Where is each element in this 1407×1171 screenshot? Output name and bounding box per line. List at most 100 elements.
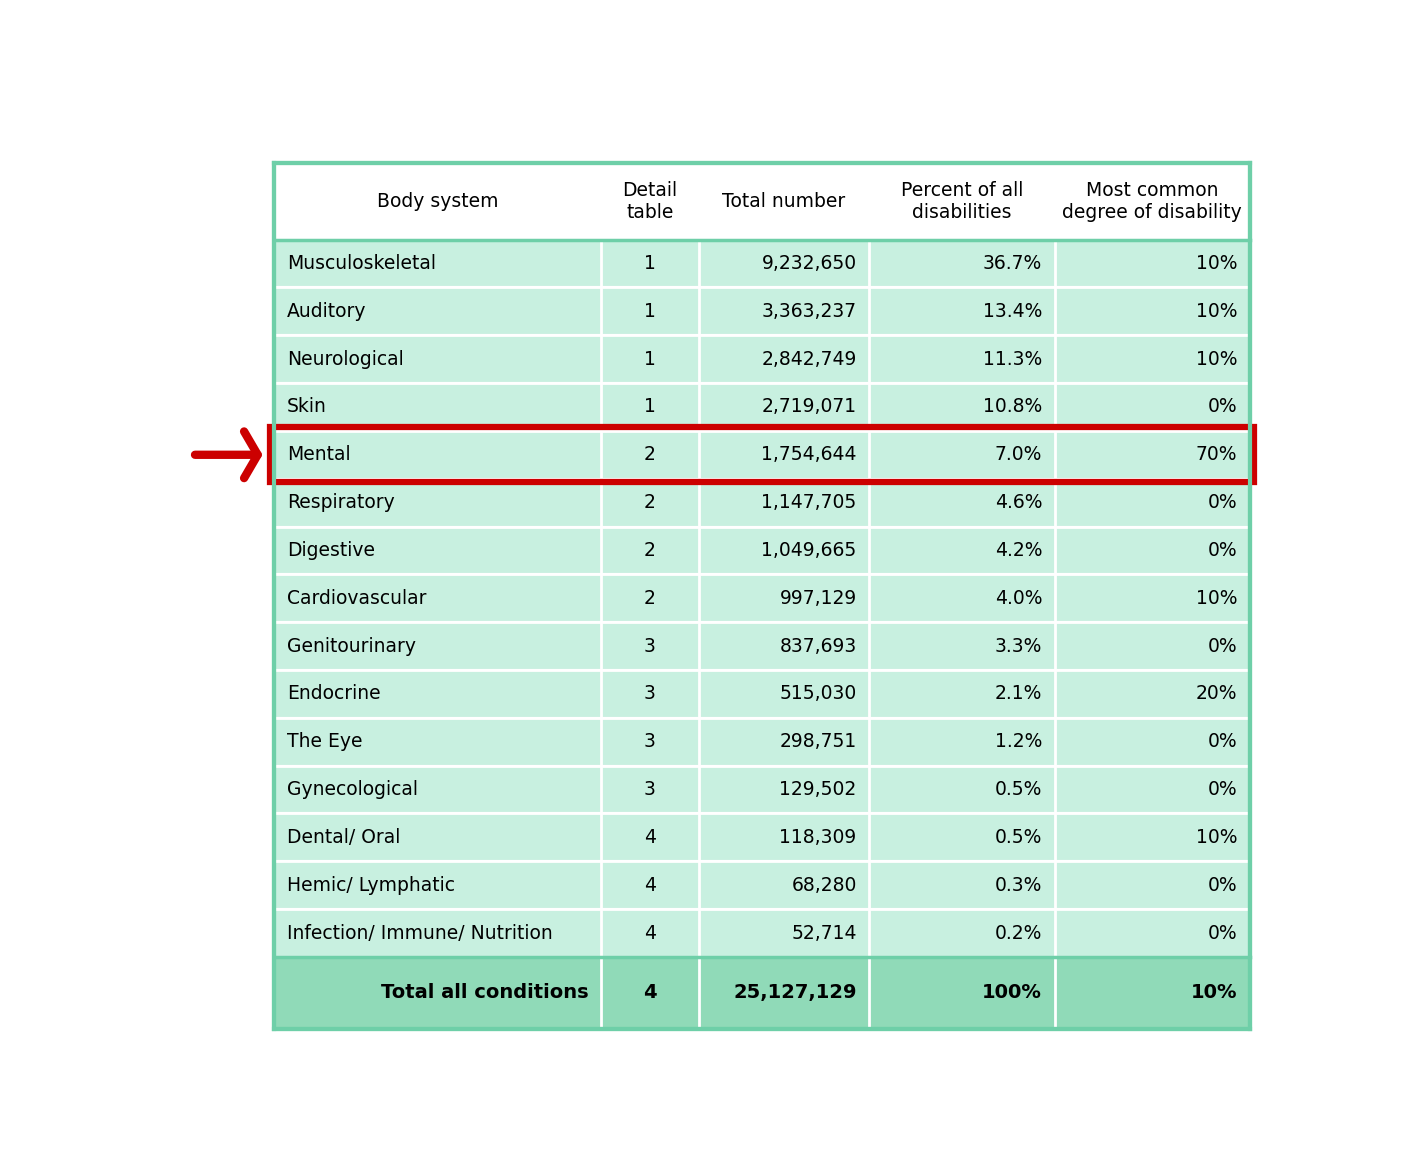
Bar [274, 335, 1249, 383]
Text: Infection/ Immune/ Nutrition: Infection/ Immune/ Nutrition [287, 924, 553, 943]
Text: 13.4%: 13.4% [982, 302, 1043, 321]
Text: Endocrine: Endocrine [287, 684, 380, 704]
Text: 10.8%: 10.8% [983, 397, 1043, 417]
Text: Musculoskeletal: Musculoskeletal [287, 254, 436, 273]
Bar [274, 287, 1249, 335]
Text: 0%: 0% [1207, 397, 1237, 417]
Text: The Eye: The Eye [287, 732, 362, 752]
Text: 25,127,129: 25,127,129 [733, 984, 857, 1002]
Bar [274, 622, 1249, 670]
Bar [274, 383, 1249, 431]
Text: Respiratory: Respiratory [287, 493, 394, 512]
Text: 1: 1 [644, 254, 656, 273]
Text: 0%: 0% [1207, 637, 1237, 656]
Text: 10%: 10% [1196, 254, 1237, 273]
Text: Gynecological: Gynecological [287, 780, 418, 799]
Bar [274, 766, 1249, 814]
Text: Mental: Mental [287, 445, 350, 464]
Text: 3: 3 [644, 780, 656, 799]
Text: 9,232,650: 9,232,650 [761, 254, 857, 273]
Bar [274, 574, 1249, 622]
Text: Neurological: Neurological [287, 350, 404, 369]
Text: Skin: Skin [287, 397, 326, 417]
Text: 4: 4 [644, 828, 656, 847]
Text: 118,309: 118,309 [779, 828, 857, 847]
Text: Percent of all
disabilities: Percent of all disabilities [900, 180, 1023, 221]
Text: 70%: 70% [1196, 445, 1237, 464]
Text: 3: 3 [644, 732, 656, 752]
Text: 36.7%: 36.7% [983, 254, 1043, 273]
Text: Hemic/ Lymphatic: Hemic/ Lymphatic [287, 876, 454, 895]
Text: 7.0%: 7.0% [995, 445, 1043, 464]
Text: 0.3%: 0.3% [995, 876, 1043, 895]
Text: 298,751: 298,751 [779, 732, 857, 752]
Bar [274, 431, 1249, 479]
Text: 10%: 10% [1196, 589, 1237, 608]
Text: 1: 1 [644, 350, 656, 369]
Text: 2: 2 [644, 493, 656, 512]
Text: 1.2%: 1.2% [995, 732, 1043, 752]
Bar [274, 527, 1249, 574]
Text: 3: 3 [644, 637, 656, 656]
Text: 129,502: 129,502 [779, 780, 857, 799]
Text: Most common
degree of disability: Most common degree of disability [1062, 180, 1242, 221]
Bar [274, 862, 1249, 909]
Text: 4: 4 [644, 924, 656, 943]
Bar [274, 957, 1249, 1028]
Text: 2: 2 [644, 589, 656, 608]
Text: 2: 2 [644, 541, 656, 560]
Text: 0%: 0% [1207, 493, 1237, 512]
Text: Digestive: Digestive [287, 541, 374, 560]
Bar [274, 814, 1249, 862]
Text: 3: 3 [644, 684, 656, 704]
Text: 2: 2 [644, 445, 656, 464]
Text: 1,049,665: 1,049,665 [761, 541, 857, 560]
Text: 4: 4 [644, 876, 656, 895]
Text: 4.0%: 4.0% [995, 589, 1043, 608]
Text: 0.2%: 0.2% [995, 924, 1043, 943]
Text: Dental/ Oral: Dental/ Oral [287, 828, 400, 847]
Text: 4.2%: 4.2% [995, 541, 1043, 560]
Bar [274, 909, 1249, 957]
Text: Genitourinary: Genitourinary [287, 637, 415, 656]
Text: 0%: 0% [1207, 876, 1237, 895]
Text: 1: 1 [644, 302, 656, 321]
Text: 10%: 10% [1196, 302, 1237, 321]
Text: 837,693: 837,693 [779, 637, 857, 656]
Text: Auditory: Auditory [287, 302, 366, 321]
Text: 0.5%: 0.5% [995, 828, 1043, 847]
Text: Cardiovascular: Cardiovascular [287, 589, 426, 608]
Text: 20%: 20% [1196, 684, 1237, 704]
Text: 100%: 100% [982, 984, 1043, 1002]
Text: 515,030: 515,030 [779, 684, 857, 704]
Bar [274, 163, 1249, 1028]
Bar [274, 163, 1249, 240]
Text: Body system: Body system [377, 192, 498, 211]
Text: 2,719,071: 2,719,071 [761, 397, 857, 417]
Text: 10%: 10% [1196, 350, 1237, 369]
Bar [274, 479, 1249, 527]
Text: 0%: 0% [1207, 924, 1237, 943]
Text: Total number: Total number [722, 192, 846, 211]
Text: Detail
table: Detail table [622, 180, 677, 221]
Text: 1,147,705: 1,147,705 [761, 493, 857, 512]
Text: 3,363,237: 3,363,237 [761, 302, 857, 321]
Text: 10%: 10% [1190, 984, 1237, 1002]
Text: 997,129: 997,129 [779, 589, 857, 608]
Bar [274, 718, 1249, 766]
Text: 4: 4 [643, 984, 657, 1002]
Text: 0%: 0% [1207, 780, 1237, 799]
Text: 1: 1 [644, 397, 656, 417]
Text: 4.6%: 4.6% [995, 493, 1043, 512]
Text: 2,842,749: 2,842,749 [761, 350, 857, 369]
Text: 10%: 10% [1196, 828, 1237, 847]
Text: 0%: 0% [1207, 732, 1237, 752]
Text: 2.1%: 2.1% [995, 684, 1043, 704]
Text: 0%: 0% [1207, 541, 1237, 560]
Text: Total all conditions: Total all conditions [381, 984, 588, 1002]
Bar [274, 670, 1249, 718]
Text: 52,714: 52,714 [791, 924, 857, 943]
Text: 0.5%: 0.5% [995, 780, 1043, 799]
Text: 11.3%: 11.3% [983, 350, 1043, 369]
Bar [274, 240, 1249, 287]
